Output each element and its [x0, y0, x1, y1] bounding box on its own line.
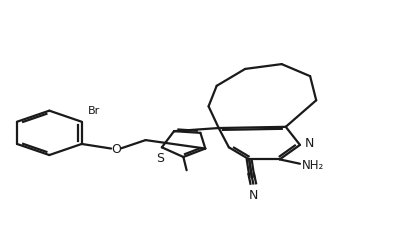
- Text: NH₂: NH₂: [302, 159, 324, 172]
- Text: O: O: [111, 143, 121, 156]
- Text: N: N: [249, 189, 258, 202]
- Text: S: S: [156, 152, 164, 165]
- Text: N: N: [305, 137, 314, 150]
- Text: Br: Br: [88, 106, 100, 116]
